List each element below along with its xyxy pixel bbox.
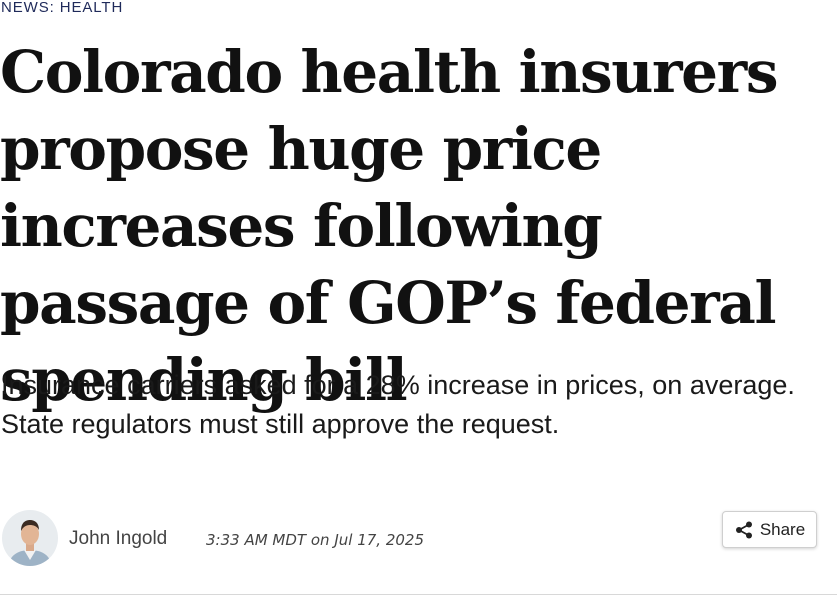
- author-avatar[interactable]: [2, 510, 58, 566]
- publish-date: 3:33 AM MDT on Jul 17, 2025: [206, 531, 424, 549]
- publish-day: Jul 17, 2025: [334, 531, 424, 549]
- section-kicker[interactable]: NEWS: HEALTH: [1, 0, 123, 17]
- author-photo-icon: [2, 510, 58, 566]
- date-connector: on: [310, 531, 330, 549]
- article-dek: Insurance carriers asked for a 28% incre…: [1, 370, 795, 439]
- publish-time: 3:33 AM MDT: [206, 531, 307, 549]
- share-label: Share: [759, 519, 806, 539]
- byline: John Ingold 3:33 AM MDT on Jul 17, 2025 …: [0, 510, 837, 568]
- section-link[interactable]: NEWS: HEALTH: [1, 0, 124, 16]
- share-button[interactable]: Share: [722, 511, 817, 548]
- author-name[interactable]: John Ingold: [69, 528, 168, 549]
- article-headline: Colorado health insurers propose huge pr…: [0, 38, 778, 414]
- divider: [0, 594, 837, 595]
- share-icon: [735, 521, 752, 538]
